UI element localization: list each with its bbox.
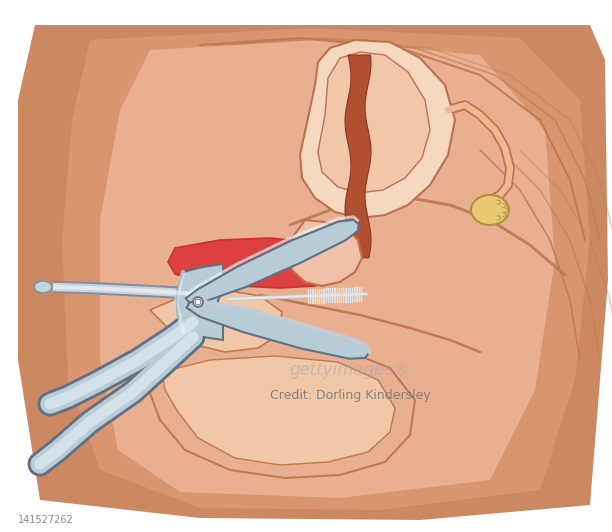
Polygon shape	[288, 220, 362, 286]
Polygon shape	[185, 220, 359, 303]
Polygon shape	[168, 238, 350, 288]
Text: gettyimages®: gettyimages®	[289, 361, 411, 379]
Polygon shape	[176, 264, 223, 340]
Polygon shape	[162, 356, 395, 465]
Polygon shape	[187, 301, 369, 359]
Polygon shape	[18, 25, 608, 520]
Polygon shape	[345, 55, 371, 258]
Text: 141527262: 141527262	[18, 515, 74, 525]
Polygon shape	[62, 28, 590, 510]
Polygon shape	[150, 290, 282, 352]
Polygon shape	[100, 40, 555, 498]
Polygon shape	[300, 40, 455, 218]
Text: Credit: Dorling Kindersley: Credit: Dorling Kindersley	[270, 388, 430, 402]
Polygon shape	[318, 52, 430, 193]
Circle shape	[193, 297, 203, 307]
Polygon shape	[145, 340, 415, 478]
Ellipse shape	[471, 195, 509, 225]
Ellipse shape	[34, 281, 52, 293]
